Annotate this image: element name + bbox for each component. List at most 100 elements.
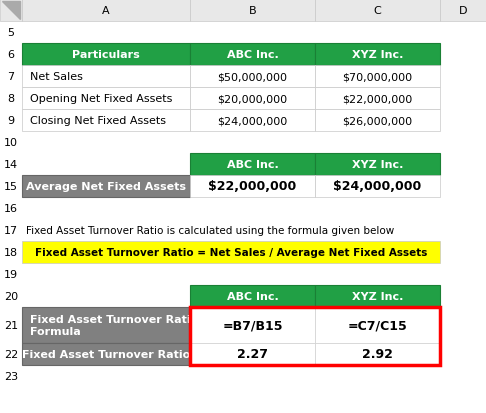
Text: $50,000,000: $50,000,000 <box>218 72 288 82</box>
Text: =C7/C15: =C7/C15 <box>347 319 407 332</box>
Text: Average Net Fixed Assets: Average Net Fixed Assets <box>26 182 186 192</box>
Bar <box>190 0 315 22</box>
Bar <box>190 197 315 219</box>
Text: 2.92: 2.92 <box>362 348 393 361</box>
Bar <box>315 242 440 263</box>
Bar <box>315 0 440 22</box>
Bar <box>0 176 22 197</box>
Bar <box>22 307 190 343</box>
Text: $22,000,000: $22,000,000 <box>208 180 296 193</box>
Bar <box>440 307 486 343</box>
Text: $24,000,000: $24,000,000 <box>217 116 288 126</box>
Bar <box>190 343 315 365</box>
Bar <box>0 263 22 285</box>
Bar <box>0 197 22 219</box>
Text: $70,000,000: $70,000,000 <box>343 72 413 82</box>
Bar <box>190 44 315 66</box>
Bar <box>22 110 190 132</box>
Bar <box>315 132 440 154</box>
Bar <box>22 197 190 219</box>
Bar <box>0 0 22 22</box>
Bar <box>190 88 315 110</box>
Bar <box>315 44 440 66</box>
Bar <box>190 66 315 88</box>
Bar <box>22 0 190 22</box>
Bar <box>315 176 440 197</box>
Bar <box>190 22 315 44</box>
Bar <box>440 219 486 242</box>
Bar <box>190 176 315 197</box>
Text: Fixed Asset Turnover Ratio: Fixed Asset Turnover Ratio <box>22 349 190 359</box>
Bar <box>190 66 315 88</box>
Text: 5: 5 <box>7 28 15 38</box>
Text: 23: 23 <box>4 371 18 381</box>
Bar <box>22 44 190 66</box>
Bar <box>315 343 440 365</box>
Bar <box>190 365 315 387</box>
Bar <box>190 307 315 343</box>
Text: XYZ Inc.: XYZ Inc. <box>352 50 403 60</box>
Bar <box>22 44 190 66</box>
Text: Net Sales: Net Sales <box>31 72 83 82</box>
Bar <box>315 307 440 343</box>
Bar <box>440 242 486 263</box>
Text: $24,000,000: $24,000,000 <box>333 180 422 193</box>
Bar <box>190 285 315 307</box>
Bar <box>22 66 190 88</box>
Bar <box>315 66 440 88</box>
Bar <box>440 44 486 66</box>
Bar <box>22 88 190 110</box>
Bar <box>0 154 22 176</box>
Text: 22: 22 <box>4 349 18 359</box>
Bar <box>22 285 190 307</box>
Bar <box>190 307 440 365</box>
Bar <box>22 88 190 110</box>
Bar <box>315 88 440 110</box>
Bar <box>0 307 22 343</box>
Bar <box>315 154 440 176</box>
Bar <box>0 219 22 242</box>
Text: $22,000,000: $22,000,000 <box>342 94 413 104</box>
Bar <box>440 154 486 176</box>
Text: 16: 16 <box>4 204 18 214</box>
Bar <box>315 285 440 307</box>
Text: ABC Inc.: ABC Inc. <box>226 159 278 170</box>
Bar <box>190 88 315 110</box>
Text: $20,000,000: $20,000,000 <box>217 94 288 104</box>
Bar <box>315 66 440 88</box>
Bar <box>0 88 22 110</box>
Bar <box>315 176 440 197</box>
Bar <box>315 88 440 110</box>
Bar <box>440 197 486 219</box>
Text: Opening Net Fixed Assets: Opening Net Fixed Assets <box>31 94 173 104</box>
Text: Fixed Asset Turnover Ratio = Net Sales / Average Net Fixed Assets: Fixed Asset Turnover Ratio = Net Sales /… <box>35 247 427 257</box>
Text: C: C <box>374 6 382 16</box>
Text: 6: 6 <box>7 50 15 60</box>
Text: 18: 18 <box>4 247 18 257</box>
Bar <box>315 343 440 365</box>
Bar <box>315 219 440 242</box>
Bar <box>0 110 22 132</box>
Text: =B7/B15: =B7/B15 <box>222 319 283 332</box>
Bar <box>0 343 22 365</box>
Bar <box>0 66 22 88</box>
Bar <box>190 285 315 307</box>
Bar <box>315 307 440 343</box>
Text: ABC Inc.: ABC Inc. <box>226 291 278 301</box>
Text: 7: 7 <box>7 72 15 82</box>
Bar <box>190 343 315 365</box>
Text: 15: 15 <box>4 182 18 192</box>
Text: B: B <box>249 6 256 16</box>
Bar <box>440 88 486 110</box>
Bar <box>440 343 486 365</box>
Bar <box>0 132 22 154</box>
Bar <box>440 66 486 88</box>
Bar <box>190 176 315 197</box>
Bar <box>190 219 315 242</box>
Bar <box>22 132 190 154</box>
Text: 8: 8 <box>7 94 15 104</box>
Bar <box>440 365 486 387</box>
Bar <box>22 307 190 343</box>
Bar <box>440 132 486 154</box>
Text: 19: 19 <box>4 269 18 279</box>
